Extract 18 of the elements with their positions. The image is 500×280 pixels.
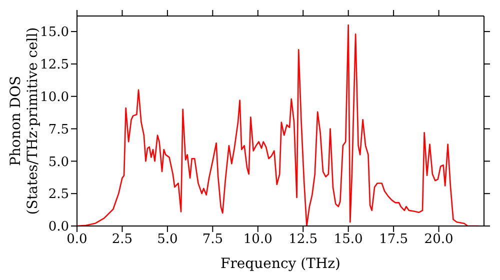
y-tick-label: 0.0 [48,220,69,235]
y-tick-label: 10.0 [40,90,69,105]
x-tick-label: 7.5 [202,232,224,248]
y-tick-label: 2.5 [48,187,69,202]
x-tick-label: 5.0 [157,232,178,248]
y-tick-label: 12.5 [40,58,69,73]
x-tick-label: 12.5 [288,232,318,248]
y-tick-label: 7.5 [48,122,69,138]
x-tick-label: 17.5 [379,232,408,248]
x-tick-label: 0.0 [66,232,88,248]
x-tick-label: 15.0 [334,232,363,248]
y-tick-label: 5.0 [48,154,69,170]
x-axis-title: Frequency (THz) [220,256,341,272]
y-tick-label: 15.0 [40,25,69,40]
y-axis-title: Phonon DOS (States/THz·primitive cell) [8,27,41,215]
x-tick-label: 20.0 [424,232,454,248]
x-tick-label: 2.5 [112,232,133,248]
x-tick-label: 10.0 [243,232,272,248]
